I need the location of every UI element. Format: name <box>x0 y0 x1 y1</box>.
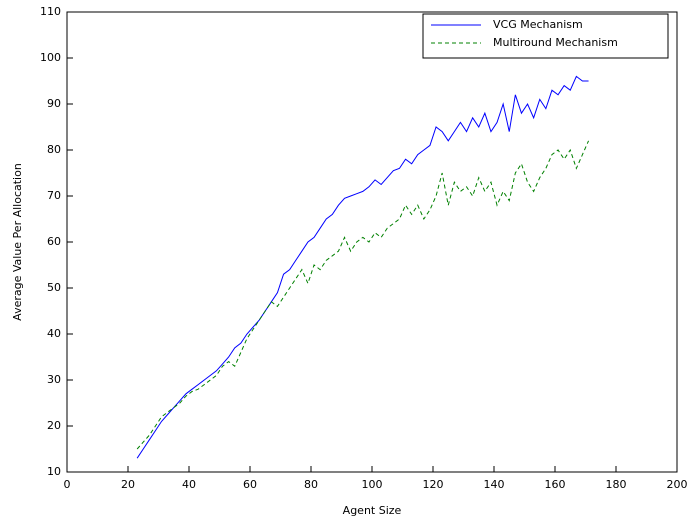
y-tick-label: 70 <box>47 189 61 202</box>
legend-label: VCG Mechanism <box>493 18 583 31</box>
x-tick-label: 20 <box>121 478 135 491</box>
y-tick-label: 60 <box>47 235 61 248</box>
series-line <box>136 140 590 450</box>
y-tick-label: 90 <box>47 97 61 110</box>
x-tick-label: 0 <box>64 478 71 491</box>
legend-box <box>422 13 669 59</box>
x-tick-label: 120 <box>423 478 444 491</box>
y-tick-label: 10 <box>47 465 61 478</box>
y-tick-label: 100 <box>40 51 61 64</box>
x-tick-label: 140 <box>484 478 505 491</box>
x-tick-label: 40 <box>182 478 196 491</box>
y-tick-label: 80 <box>47 143 61 156</box>
y-tick-label: 50 <box>47 281 61 294</box>
x-tick-label: 180 <box>606 478 627 491</box>
y-tick-label: 40 <box>47 327 61 340</box>
y-tick-label: 20 <box>47 419 61 432</box>
y-axis-label: Average Value Per Allocation <box>11 163 24 321</box>
x-tick-label: 200 <box>667 478 688 491</box>
x-tick-label: 100 <box>362 478 383 491</box>
x-tick-label: 60 <box>243 478 257 491</box>
x-axis-label: Agent Size <box>343 504 402 517</box>
x-tick-label: 80 <box>304 478 318 491</box>
x-tick-label: 160 <box>545 478 566 491</box>
y-tick-label: 30 <box>47 373 61 386</box>
legend-label: Multiround Mechanism <box>493 36 618 49</box>
series-line <box>136 75 589 459</box>
y-tick-label: 110 <box>40 5 61 18</box>
